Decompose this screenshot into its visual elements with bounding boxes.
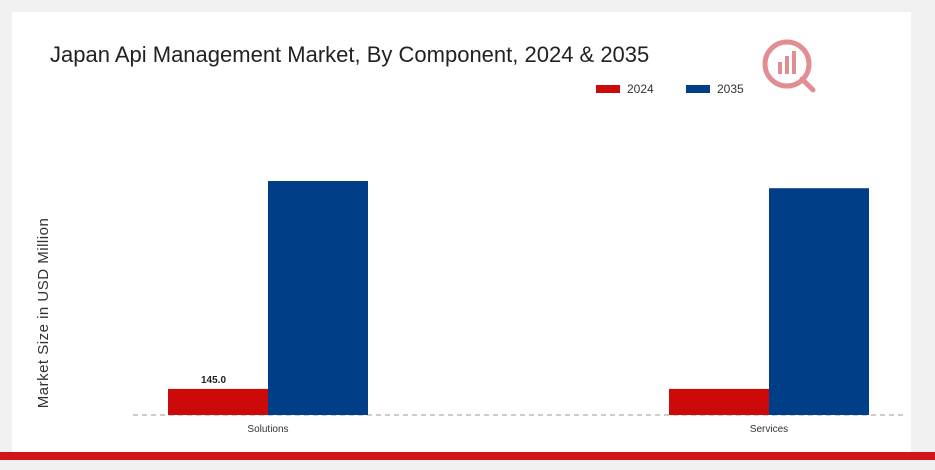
bar-services-2024 [669,388,769,415]
bar-services-2035 [769,188,869,415]
bar-solutions-2024 [168,388,268,415]
data-labels: 145.0 [201,375,226,386]
legend-label-2024: 2024 [627,82,654,96]
x-tick-label-services: Services [750,424,788,435]
x-tick-label-solutions: Solutions [247,424,288,435]
bar-solutions-2035 [268,181,368,415]
legend-swatch-2024 [596,85,620,93]
x-tick-labels: Solutions Services [247,424,788,435]
brand-logo-icon [762,39,816,93]
chart-title: Japan Api Management Market, By Componen… [50,42,649,67]
legend-swatch-2035 [686,85,710,93]
legend: 2024 2035 [596,82,744,96]
bars-group [168,181,869,415]
bottom-accent-bar [0,452,935,460]
data-label-solutions-2024: 145.0 [201,375,226,386]
chart-card [12,12,911,452]
legend-label-2035: 2035 [717,82,744,96]
y-axis-label: Market Size in USD Million [35,218,52,409]
